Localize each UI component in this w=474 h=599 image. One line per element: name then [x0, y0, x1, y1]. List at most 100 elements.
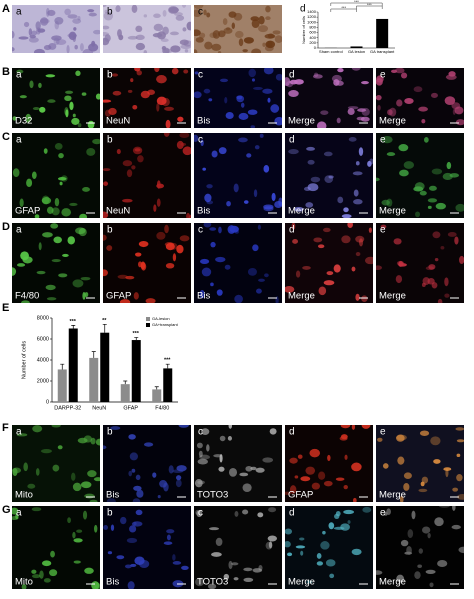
- cell: [203, 9, 207, 16]
- cell: [247, 109, 258, 115]
- cell: [41, 197, 52, 205]
- cell: [16, 69, 24, 74]
- tile-caption: Bis: [197, 291, 210, 302]
- cell: [31, 507, 42, 512]
- cell: [64, 8, 71, 16]
- cell: [431, 282, 438, 289]
- cell: [376, 265, 382, 270]
- cell: [427, 205, 432, 209]
- cell: [29, 80, 34, 89]
- cell: [269, 428, 277, 435]
- cell: [251, 48, 262, 53]
- cell: [72, 531, 76, 539]
- cell: [347, 223, 353, 228]
- cell: [340, 523, 350, 531]
- cell: [67, 14, 78, 19]
- cell: [143, 14, 148, 18]
- cell: [223, 573, 230, 580]
- cell: [421, 526, 431, 534]
- tile-caption: NeuN: [106, 206, 130, 217]
- cell: [186, 21, 191, 31]
- cell: [395, 275, 403, 284]
- cell: [124, 564, 132, 569]
- cell: [367, 160, 372, 167]
- cell: [131, 165, 136, 170]
- cell: [36, 270, 46, 275]
- significance: ***: [354, 0, 359, 4]
- cell: [103, 99, 112, 103]
- micrograph: [103, 506, 191, 589]
- cell: [175, 15, 185, 21]
- cell: [251, 19, 260, 29]
- cell: [396, 99, 403, 107]
- image-background: [376, 223, 464, 303]
- cell: [201, 267, 212, 277]
- cell: [186, 212, 191, 218]
- cell: [234, 294, 243, 303]
- cell: [427, 198, 438, 203]
- cell: [52, 464, 60, 472]
- cell: [33, 48, 45, 53]
- cell: [103, 168, 111, 172]
- micrograph: [12, 506, 100, 589]
- cell: [183, 69, 189, 74]
- cell: [243, 577, 254, 582]
- cell: [21, 300, 30, 303]
- cell: [300, 550, 304, 556]
- cell: [126, 169, 133, 178]
- cell: [210, 282, 214, 287]
- cell: [172, 554, 176, 561]
- cell: [132, 498, 141, 502]
- cell: [421, 476, 429, 484]
- cell: [199, 290, 205, 299]
- cell: [432, 231, 441, 239]
- cell: [194, 29, 201, 37]
- x-tick-label: Sham control: [319, 49, 343, 54]
- cell: [35, 21, 41, 30]
- cell: [399, 495, 404, 502]
- cell: [323, 480, 333, 487]
- cell: [23, 21, 30, 28]
- cell: [86, 147, 96, 156]
- image-background: [194, 133, 282, 218]
- tile-letter: c: [198, 508, 203, 519]
- cell: [285, 491, 292, 495]
- cell: [353, 189, 359, 197]
- tile-letter: a: [16, 70, 22, 81]
- cell: [295, 270, 301, 278]
- cell: [133, 485, 142, 491]
- panel-label: A: [2, 3, 10, 15]
- cell: [407, 529, 414, 539]
- cell: [127, 35, 138, 40]
- cell: [16, 433, 28, 437]
- tile-letter: a: [16, 135, 22, 146]
- cell: [331, 74, 342, 83]
- cell: [25, 113, 32, 123]
- cell: [43, 45, 52, 51]
- cell: [34, 214, 40, 218]
- cell: [62, 253, 69, 257]
- cell: [340, 425, 351, 429]
- cell: [163, 541, 173, 545]
- cell: [107, 551, 113, 555]
- cell: [313, 237, 323, 243]
- cell: [84, 567, 94, 574]
- cell: [362, 506, 372, 513]
- cell: [178, 425, 189, 428]
- cell: [22, 256, 33, 264]
- cell: [174, 12, 183, 17]
- cell: [413, 186, 424, 192]
- cell: [328, 522, 335, 530]
- cell: [58, 273, 68, 278]
- cell: [258, 25, 269, 33]
- cell: [292, 239, 299, 244]
- error-bar: [154, 386, 159, 390]
- micrograph: [285, 223, 373, 303]
- micrograph: [12, 223, 100, 303]
- micrograph: [194, 223, 282, 303]
- cell: [227, 225, 236, 234]
- cell: [424, 137, 429, 143]
- cell: [272, 30, 281, 35]
- cell: [194, 49, 198, 53]
- cell: [165, 119, 171, 128]
